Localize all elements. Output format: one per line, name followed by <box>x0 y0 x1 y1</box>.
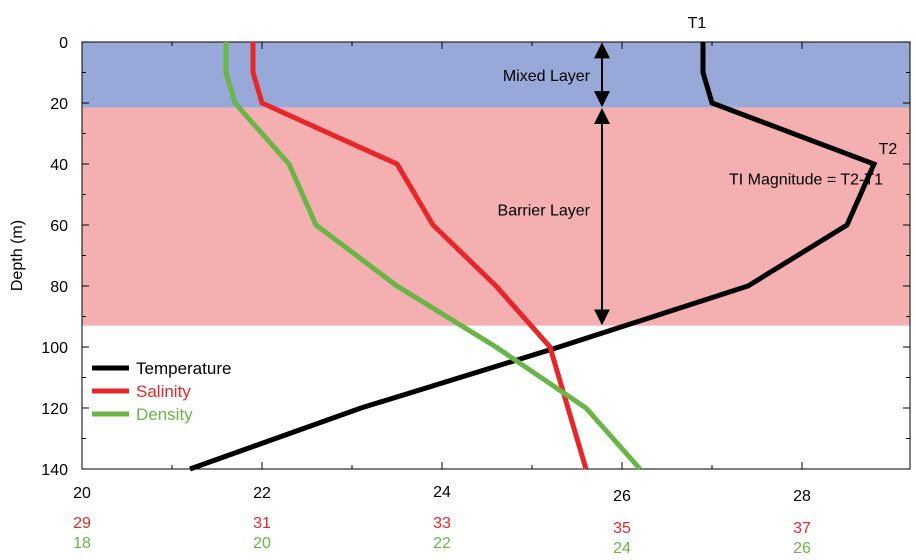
y-tick-label: 20 <box>50 96 68 113</box>
x-tick-label-salinity: 31 <box>253 515 271 532</box>
y-tick-label: 80 <box>50 279 68 296</box>
y-tick-label: 40 <box>50 157 68 174</box>
x-tick-label-temperature: 24 <box>433 484 451 501</box>
y-tick-label: 60 <box>50 218 68 235</box>
y-tick-label: 140 <box>41 462 68 479</box>
x-tick-label-density: 20 <box>253 535 271 552</box>
x-tick-label-salinity: 33 <box>433 515 451 532</box>
series-lines <box>189 42 878 472</box>
y-tick-label: 100 <box>41 340 68 357</box>
legend-label: Density <box>136 405 193 424</box>
x-tick-label-salinity: 29 <box>73 515 91 532</box>
x-tick-label-temperature: 22 <box>253 485 271 502</box>
t1-annotation: T1 <box>688 15 707 32</box>
x-tick-label-temperature: 26 <box>613 488 631 505</box>
legend: Temperature Salinity Density <box>92 359 231 424</box>
series-line-temperature <box>189 42 878 472</box>
x-tick-label-temperature: 20 <box>73 485 91 502</box>
x-tick-label-density: 22 <box>433 535 451 552</box>
legend-label: Salinity <box>136 382 191 401</box>
legend-label: Temperature <box>136 359 231 378</box>
series-line-salinity <box>250 42 589 470</box>
x-tick-label-density: 26 <box>793 540 811 557</box>
t2-annotation: T2 <box>879 141 898 158</box>
mixed-layer-band <box>82 42 910 108</box>
barrier-layer-band <box>82 107 910 326</box>
y-axis: 0 20 40 60 80 100 120 140 <box>41 35 910 479</box>
x-tick-label-density: 24 <box>613 540 631 557</box>
x-tick-label-salinity: 37 <box>793 520 811 537</box>
y-tick-label: 0 <box>59 35 68 52</box>
ti-magnitude-annotation: TI Magnitude = T2-T1 <box>729 171 883 188</box>
barrier-layer-label: Barrier Layer <box>498 203 591 220</box>
x-axes: 20 29 18 22 31 20 24 33 22 26 35 24 28 37 26 <box>73 42 811 557</box>
x-tick-label-salinity: 35 <box>613 520 631 537</box>
y-axis-label: Depth (m) <box>9 220 26 291</box>
series-line-density <box>223 42 642 471</box>
mixed-layer-label: Mixed Layer <box>503 68 591 85</box>
x-tick-label-density: 18 <box>73 535 91 552</box>
y-tick-label: 120 <box>41 401 68 418</box>
x-tick-label-temperature: 28 <box>793 488 811 505</box>
